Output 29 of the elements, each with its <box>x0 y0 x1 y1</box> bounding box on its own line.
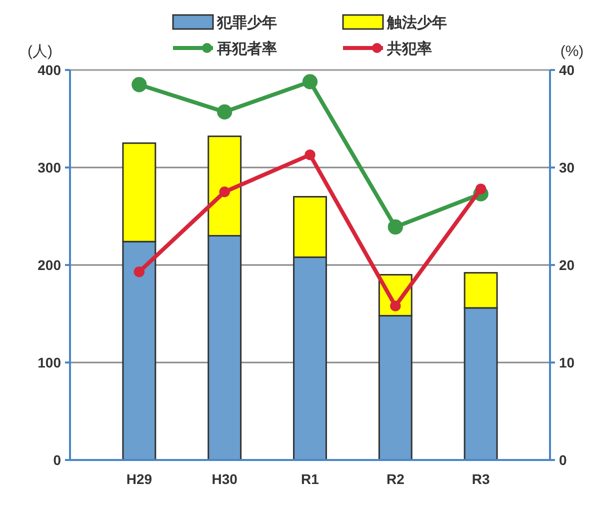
point <box>217 104 232 120</box>
y2-tick-label: 20 <box>559 256 575 273</box>
x-tick-label: H30 <box>212 471 238 487</box>
x-tick-label: H29 <box>126 471 152 487</box>
y-tick-label: 0 <box>53 452 62 468</box>
y2-axis-title: (%) <box>560 43 584 60</box>
point <box>302 74 318 90</box>
legend-label: 再犯者率 <box>216 39 277 58</box>
point <box>304 149 316 160</box>
legend-label: 犯罪少年 <box>216 14 277 32</box>
point <box>134 266 145 278</box>
point <box>388 219 403 235</box>
y-axis-title: (人) <box>28 43 52 60</box>
y-tick-label: 100 <box>38 354 62 370</box>
x-tick-label: R2 <box>386 471 405 487</box>
legend-label: 共犯率 <box>386 39 432 58</box>
legend-label: 触法少年 <box>386 14 447 32</box>
point <box>132 77 147 92</box>
y2-tick-label: 10 <box>559 354 575 370</box>
x-tick-label: R1 <box>301 471 320 487</box>
y-tick-label: 400 <box>38 62 62 78</box>
y-tick-label: 300 <box>38 159 62 176</box>
y2-tick-label: 40 <box>559 62 575 78</box>
y2-tick-label: 30 <box>559 159 575 176</box>
x-tick-label: R3 <box>472 471 490 487</box>
point <box>390 300 401 312</box>
y2-tick-label: 0 <box>559 452 567 468</box>
y-tick-label: 200 <box>38 256 62 273</box>
point <box>219 186 230 198</box>
